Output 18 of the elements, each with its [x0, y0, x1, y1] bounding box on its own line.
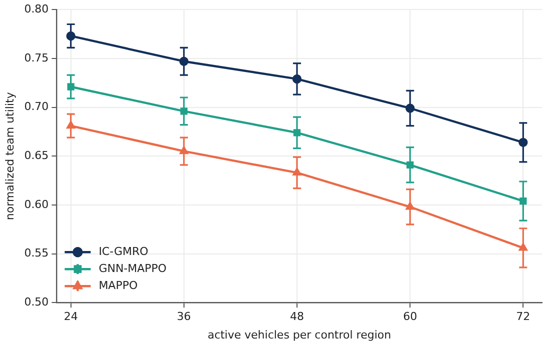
- y-tick-label: 0.50: [24, 295, 49, 308]
- y-tick-label: 0.55: [24, 246, 49, 260]
- legend-label: GNN-MAPPO: [98, 262, 167, 275]
- y-tick-label: 0.80: [24, 2, 49, 16]
- point: [519, 243, 528, 251]
- y-tick-label: 0.75: [24, 51, 49, 64]
- x-axis-title: active vehicles per control region: [208, 328, 392, 342]
- y-tick-label: 0.60: [24, 198, 49, 211]
- x-tick-label: 60: [403, 310, 418, 324]
- x-tick-label: 36: [176, 310, 191, 324]
- x-tick-label: 48: [290, 310, 304, 324]
- x-tick-label: 72: [516, 310, 530, 324]
- x-tick-label: 24: [64, 310, 78, 324]
- legend-label: MAPPO: [98, 278, 138, 292]
- legend-label: IC-GMRO: [98, 244, 149, 258]
- y-tick-label: 0.70: [24, 100, 49, 114]
- y-axis-title: normalized team utility: [3, 92, 16, 220]
- y-tick-label: 0.65: [24, 148, 49, 162]
